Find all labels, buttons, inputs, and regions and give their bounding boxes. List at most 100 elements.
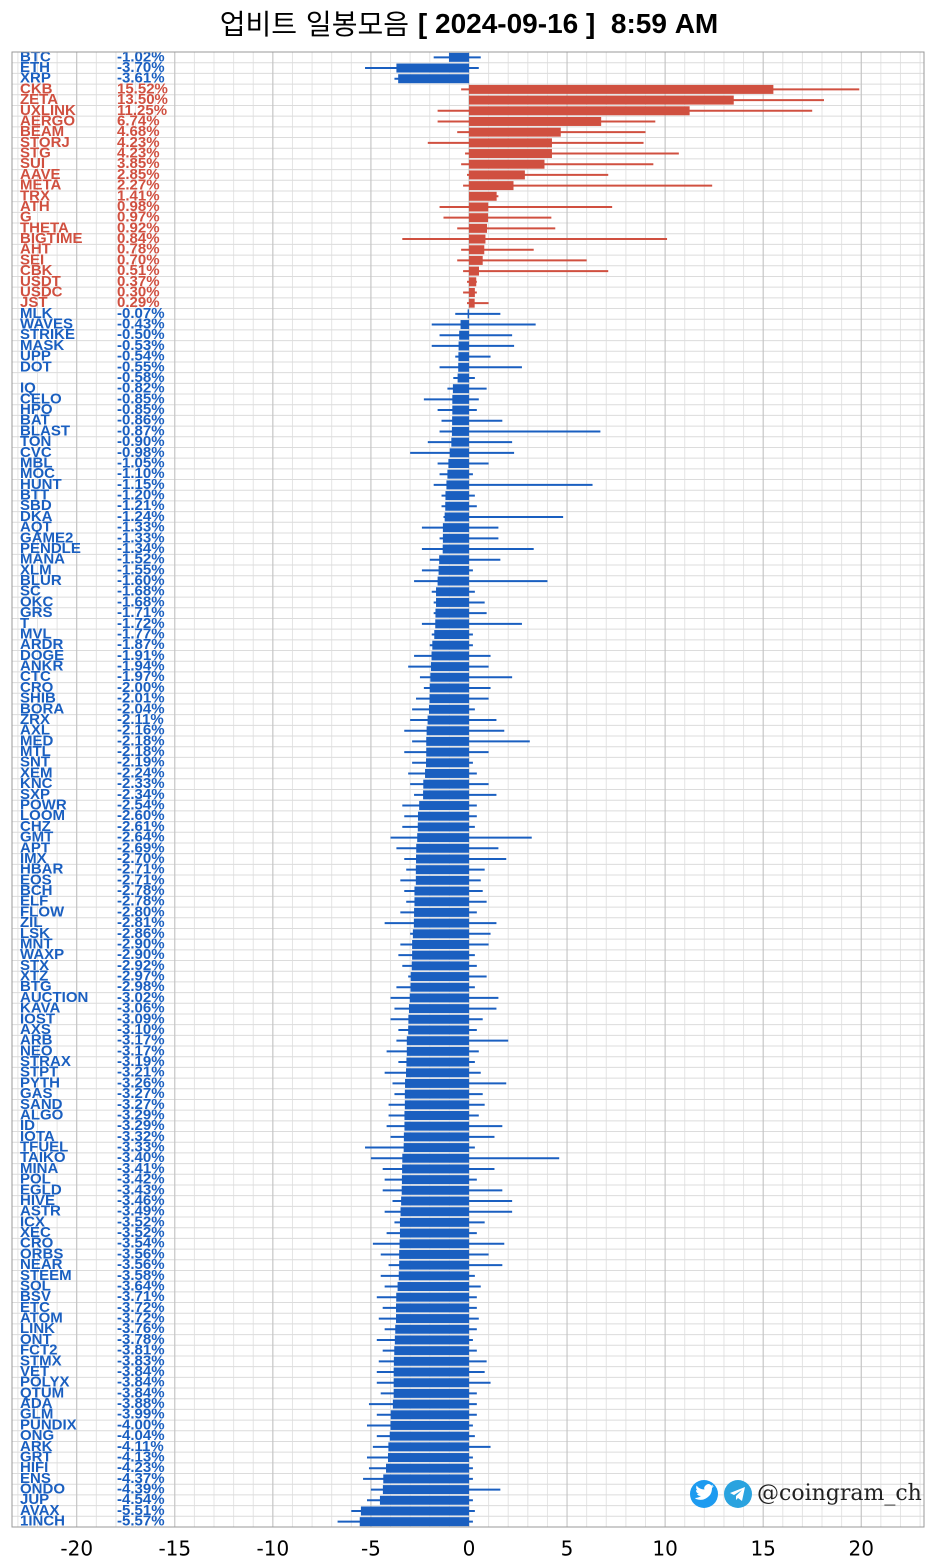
bar (382, 1485, 469, 1495)
bar (452, 394, 469, 404)
value-label: -0.54% (117, 348, 165, 365)
bar (400, 1207, 469, 1217)
value-label: 4.68% (117, 123, 160, 140)
bar (404, 1100, 469, 1110)
bar (435, 619, 469, 629)
value-label: -3.56% (117, 1256, 165, 1273)
value-label: -3.70% (117, 59, 165, 76)
bar (415, 865, 469, 875)
bar (468, 159, 545, 169)
symbol-label: FLOW (20, 903, 65, 920)
symbol-label: GLM (20, 1406, 53, 1423)
bar (401, 1196, 469, 1206)
value-label: -2.18% (117, 732, 165, 749)
bar (467, 309, 469, 319)
bar (414, 886, 469, 896)
symbol-label: MVL (20, 625, 52, 642)
bar (426, 747, 469, 757)
symbol-label: ENS (20, 1470, 51, 1487)
value-label: -2.71% (117, 871, 165, 888)
symbol-label: HIFI (20, 1459, 48, 1476)
symbol-label: ORBS (20, 1245, 63, 1262)
bar (468, 266, 479, 276)
bar (457, 373, 469, 383)
bar (397, 1282, 469, 1291)
symbol-label: DOT (20, 358, 52, 375)
symbol-label: EOS (20, 871, 52, 888)
bar (419, 801, 469, 811)
bar (390, 1410, 469, 1420)
bar (379, 1495, 469, 1505)
symbol-label: MLK (20, 305, 53, 322)
value-label: -3.72% (117, 1310, 165, 1327)
symbol-label: G (20, 209, 32, 226)
symbol-label: TRX (20, 187, 50, 204)
value-label: -0.87% (117, 422, 165, 439)
value-label: -4.23% (117, 1459, 165, 1476)
bar (402, 1153, 469, 1163)
value-label: 2.27% (117, 177, 160, 194)
value-label: -1.68% (117, 583, 165, 600)
value-label: -5.51% (117, 1502, 165, 1519)
value-label: -3.88% (117, 1395, 165, 1412)
value-label: -2.04% (117, 700, 165, 717)
bar (432, 640, 469, 650)
value-label: -0.86% (117, 412, 165, 429)
bar (398, 1271, 469, 1281)
value-label: -2.69% (117, 839, 165, 856)
chart-title: 업비트 일봉모음 [ 2024-09-16 ] 8:59 AM (220, 8, 719, 41)
bar (437, 576, 469, 586)
bar (360, 1506, 469, 1516)
value-label: -4.39% (117, 1481, 165, 1498)
bar (399, 1260, 469, 1270)
symbol-label: DOGE (20, 647, 64, 664)
bar (390, 1420, 469, 1430)
value-label: -3.29% (117, 1117, 165, 1134)
value-label: -2.64% (117, 829, 165, 846)
bar (425, 768, 469, 778)
value-label: -0.82% (117, 380, 165, 397)
value-label: -2.33% (117, 775, 165, 792)
value-label: 0.92% (117, 219, 160, 236)
bar (442, 533, 469, 543)
value-label: -2.01% (117, 690, 165, 707)
bar (444, 512, 469, 522)
bar (439, 555, 469, 565)
symbol-label: AXL (20, 722, 50, 739)
value-label: -3.61% (117, 70, 165, 87)
symbol-label: MED (20, 732, 54, 749)
bar (410, 982, 469, 992)
symbol-label: OKC (20, 593, 54, 610)
symbol-label: HBAR (20, 861, 63, 878)
symbol-label: MINA (20, 1160, 58, 1177)
value-label: -3.52% (117, 1213, 165, 1230)
value-label: -2.18% (117, 743, 165, 760)
bar (412, 929, 469, 939)
bar (468, 170, 525, 180)
bar (438, 565, 469, 575)
x-tick-label: -20 (60, 1537, 93, 1561)
value-label: -4.13% (117, 1448, 165, 1465)
symbol-label: ETC (20, 1299, 50, 1316)
value-label: -3.06% (117, 1000, 165, 1017)
bar (408, 1025, 469, 1035)
value-label: -2.78% (117, 893, 165, 910)
value-label: -1.60% (117, 572, 165, 589)
value-label: -1.55% (117, 561, 165, 578)
value-label: -2.61% (117, 818, 165, 835)
x-tick-label: 5 (561, 1537, 574, 1561)
value-label: -3.42% (117, 1171, 165, 1188)
value-label: -1.52% (117, 551, 165, 568)
value-label: -1.24% (117, 508, 165, 525)
value-label: -4.37% (117, 1470, 165, 1487)
symbol-label: LSK (20, 925, 50, 942)
value-label: -1.20% (117, 487, 165, 504)
value-label: -4.11% (117, 1438, 164, 1455)
bar (428, 704, 469, 714)
symbol-label: MBL (20, 454, 53, 471)
value-label: -3.52% (117, 1224, 165, 1241)
bar (399, 1217, 469, 1227)
bar (406, 1068, 469, 1078)
symbol-label: WAXP (20, 946, 64, 963)
value-label: -2.97% (117, 968, 165, 985)
